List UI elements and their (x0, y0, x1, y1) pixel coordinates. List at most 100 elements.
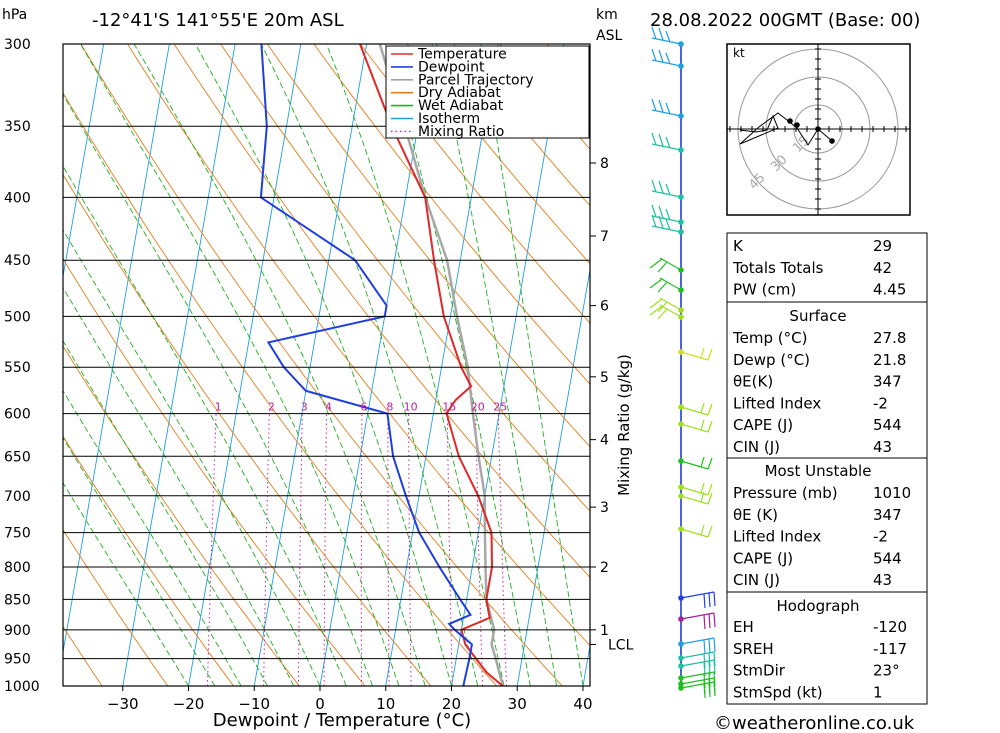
legend-label: Wet Adiabat (418, 98, 504, 114)
dry-adiabat-line (360, 44, 590, 324)
dry-adiabat-line (266, 44, 590, 448)
pressure-tick-label: 300 (4, 37, 31, 53)
mixing-ratio-label: 3 (301, 401, 308, 414)
pressure-tick-label: 400 (4, 190, 31, 206)
mixing-ratio-label: 20 (471, 401, 485, 414)
pressure-tick-label: 450 (4, 253, 31, 269)
isotherm-line (385, 44, 499, 686)
surface-row-label: CAPE (J) (733, 416, 793, 434)
x-tick-label: −20 (173, 695, 205, 713)
wet-adiabat-line (480, 44, 584, 686)
wind-barb (651, 26, 682, 45)
location-title: -12°41'S 141°55'E 20m ASL (92, 10, 344, 31)
most-unstable-row-label: CIN (J) (733, 571, 780, 589)
km-tick-label: 3 (600, 500, 609, 516)
hodograph-index-row-value: 1 (873, 683, 883, 701)
wind-barb (651, 179, 682, 198)
wet-adiabat-line (133, 44, 426, 686)
wind-barb (680, 482, 713, 496)
mixing-ratio-label: 2 (268, 401, 275, 414)
dewpoint-line (259, 44, 473, 686)
surface-row-value: 43 (873, 438, 892, 456)
isotherm-line (582, 643, 590, 686)
wind-profile (649, 26, 716, 699)
wet-adiabat-line (260, 44, 479, 686)
index-row-value: 4.45 (873, 281, 906, 299)
mixing-ratio-axis-label: Mixing Ratio (g/kg) (615, 354, 633, 496)
most-unstable-box (726, 457, 928, 593)
x-tick-label: 10 (376, 695, 395, 713)
surface-box (726, 301, 928, 459)
hodograph-point (815, 126, 821, 132)
dry-adiabat-line (127, 44, 590, 647)
mixing-ratio-line (360, 413, 363, 686)
surface-row-value: 347 (873, 373, 902, 391)
wind-barb (651, 132, 682, 151)
wind-barb (680, 419, 713, 433)
most-unstable-row-label: Pressure (mb) (733, 484, 838, 502)
hodograph-index-title: Hodograph (776, 597, 859, 615)
legend-label: Dewpoint (418, 59, 485, 75)
isotherm-line (319, 44, 433, 686)
dry-adiabat-line (63, 528, 169, 686)
index-row-label: Totals Totals (732, 259, 824, 277)
dry-adiabat-line (406, 44, 590, 265)
wind-barb (651, 48, 682, 67)
x-tick-label: 40 (573, 695, 592, 713)
wet-adiabat-line (63, 286, 295, 686)
wind-barb (651, 214, 682, 233)
most-unstable-row-value: 347 (873, 506, 902, 524)
wind-barb (680, 681, 716, 699)
most-unstable-title: Most Unstable (765, 462, 872, 480)
pressure-tick-label: 750 (4, 526, 31, 542)
pressure-unit: hPa (2, 7, 27, 23)
surface-title: Surface (789, 307, 846, 325)
parcel-trajectory-line (378, 44, 505, 686)
dry-adiabat-line (313, 44, 590, 385)
x-tick-label: 20 (442, 695, 461, 713)
wind-barb (680, 491, 713, 505)
mixing-ratio-label: 4 (325, 401, 332, 414)
wind-barb (680, 456, 713, 470)
wind-barb (680, 591, 716, 609)
pressure-tick-label: 850 (4, 592, 31, 608)
surface-row-value: -2 (873, 394, 888, 412)
hodograph-index-row-label: SREH (733, 640, 774, 658)
dry-adiabat-line (63, 345, 300, 686)
legend-label: Isotherm (418, 111, 480, 127)
wet-adiabat-line (63, 93, 374, 686)
mixing-ratio-line (387, 413, 390, 686)
mixing-ratio-line (497, 413, 507, 686)
legend-box (385, 45, 590, 139)
wet-adiabat-line (194, 44, 452, 686)
dry-adiabat-line (220, 44, 590, 512)
hodograph-index-row-label: EH (733, 618, 754, 636)
wet-adiabat-line (63, 389, 242, 686)
index-row-label: K (733, 237, 744, 255)
most-unstable-row-value: -2 (873, 528, 888, 546)
dry-adiabat-line (80, 44, 563, 686)
isotherm-line (253, 44, 368, 686)
legend-label: Mixing Ratio (418, 124, 504, 140)
pressure-tick-label: 800 (4, 560, 31, 576)
pressure-tick-label: 550 (4, 360, 31, 376)
index-row-value: 29 (873, 237, 892, 255)
wet-adiabat-line (63, 436, 216, 686)
hodograph-index-row-label: StmDir (733, 662, 786, 680)
hodograph-point (794, 122, 800, 128)
hodograph-index-row-value: -120 (873, 618, 907, 636)
hodograph-index-row-label: StmSpd (kt) (733, 683, 823, 701)
mixing-ratio-label: 8 (386, 401, 393, 414)
mixing-ratio-line (206, 413, 217, 686)
most-unstable-row-value: 1010 (873, 484, 911, 502)
pressure-tick-label: 600 (4, 407, 31, 423)
wind-barb (680, 612, 716, 630)
surface-row-label: CIN (J) (733, 438, 780, 456)
mixing-ratio-line (297, 413, 303, 686)
mixing-ratio-line (408, 413, 412, 686)
isotherm-line (451, 44, 565, 686)
wind-barb (651, 98, 682, 117)
